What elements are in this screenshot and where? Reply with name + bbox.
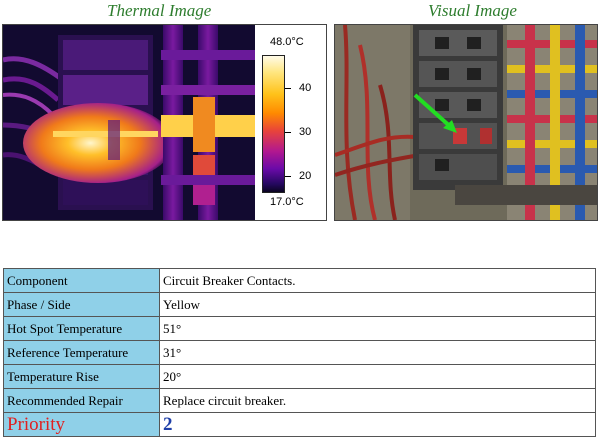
thermal-image-panel: 48.0°C 40 30 20 17.0°C: [2, 24, 327, 221]
scale-min-label: 17.0°C: [270, 196, 304, 208]
visual-image-panel: [334, 24, 598, 221]
priority-label: Priority: [3, 412, 160, 437]
scale-tick-label: 30: [299, 126, 312, 138]
scale-tick: [285, 132, 291, 133]
recommended-repair-label: Recommended Repair: [3, 388, 160, 413]
scale-tick: [285, 88, 291, 89]
thermal-image: [3, 25, 255, 220]
thermal-image-heading: Thermal Image: [107, 1, 212, 20]
table-row: Reference Temperature 31°: [3, 340, 596, 365]
scale-tick-label: 20: [299, 170, 312, 182]
component-label: Component: [3, 268, 160, 293]
scale-max-label: 48.0°C: [270, 36, 304, 48]
table-row: Hot Spot Temperature 51°: [3, 316, 596, 341]
temperature-rise-label: Temperature Rise: [3, 364, 160, 389]
hot-spot-temperature-value: 51°: [159, 316, 596, 341]
reference-temperature-value: 31°: [159, 340, 596, 365]
recommended-repair-value: Replace circuit breaker.: [159, 388, 596, 413]
component-value: Circuit Breaker Contacts.: [159, 268, 596, 293]
visual-image-heading: Visual Image: [428, 1, 517, 20]
scale-tick: [285, 176, 291, 177]
thermal-image-graphic: [3, 25, 255, 220]
temperature-rise-value: 20°: [159, 364, 596, 389]
table-row: Recommended Repair Replace circuit break…: [3, 388, 596, 413]
table-row: Temperature Rise 20°: [3, 364, 596, 389]
table-row: Component Circuit Breaker Contacts.: [3, 268, 596, 293]
table-row: Priority 2: [3, 412, 596, 437]
scale-tick-label: 40: [299, 82, 312, 94]
phase-side-value: Yellow: [159, 292, 596, 317]
visual-image: [335, 25, 597, 220]
table-row: Phase / Side Yellow: [3, 292, 596, 317]
inspection-details-table: Component Circuit Breaker Contacts. Phas…: [3, 268, 596, 437]
indicator-arrow: [413, 93, 455, 131]
temperature-scale: 48.0°C 40 30 20 17.0°C: [255, 25, 326, 220]
temperature-color-bar: [262, 55, 285, 193]
priority-value: 2: [159, 412, 596, 437]
phase-side-label: Phase / Side: [3, 292, 160, 317]
hot-spot-temperature-label: Hot Spot Temperature: [3, 316, 160, 341]
reference-temperature-label: Reference Temperature: [3, 340, 160, 365]
